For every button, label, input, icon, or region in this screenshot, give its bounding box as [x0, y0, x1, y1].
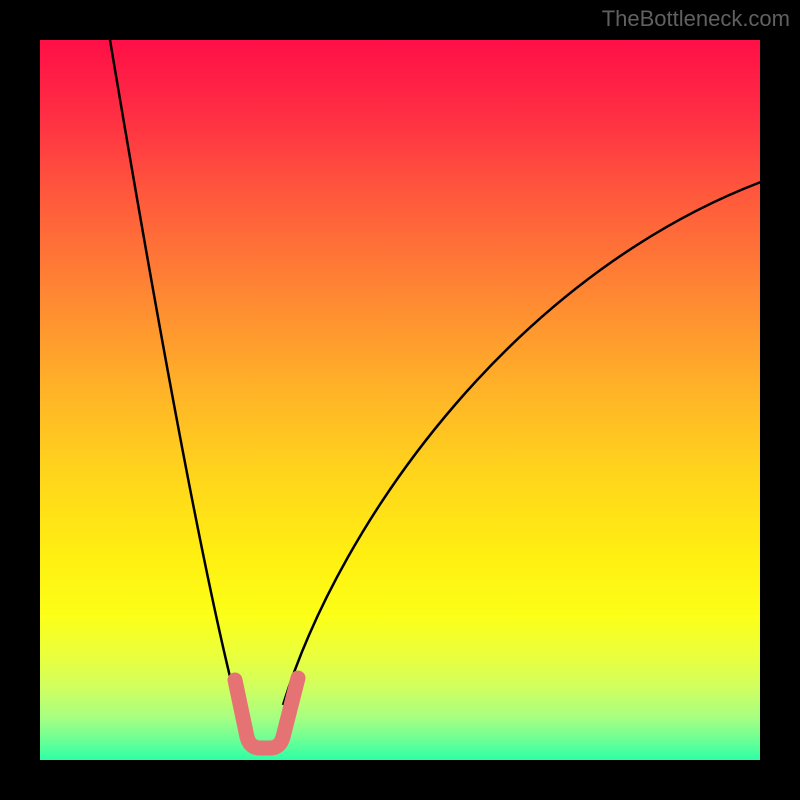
plot-area [40, 40, 760, 760]
watermark-text: TheBottleneck.com [602, 6, 790, 32]
plot-background-gradient [40, 40, 760, 760]
